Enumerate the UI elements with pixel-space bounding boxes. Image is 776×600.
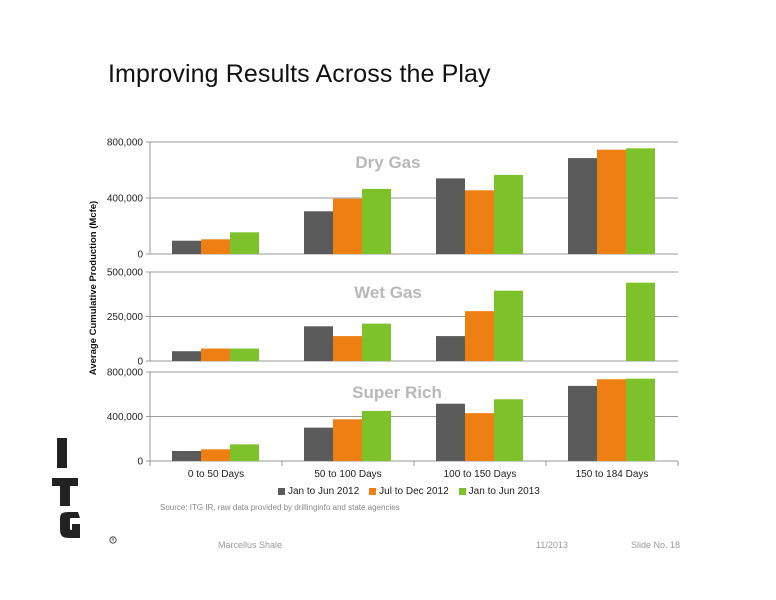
x-tick-label-100-to-150-days: 100 to 150 Days xyxy=(444,469,517,480)
wet-gas-tick-label: 250,000 xyxy=(107,312,144,323)
wet-gas-bar-jul-to-dec-2012-100-to-150-days xyxy=(465,311,494,361)
y-axis-label: Average Cumulative Production (Mcfe) xyxy=(88,201,99,375)
x-tick-label-150-to-184-days: 150 to 184 Days xyxy=(576,469,649,480)
super-rich-bar-jul-to-dec-2012-100-to-150-days xyxy=(465,413,494,461)
super-rich-bar-jul-to-dec-2012-0-to-50-days xyxy=(201,449,230,461)
wet-gas-bar-jan-to-jun-2013-0-to-50-days xyxy=(230,348,259,361)
super-rich-bar-jan-to-jun-2012-100-to-150-days xyxy=(436,403,465,461)
source-note: Source: ITG IR, raw data provided by dri… xyxy=(160,503,400,512)
dry-gas-bar-jul-to-dec-2012-150-to-184-days xyxy=(597,149,626,254)
dry-gas-bar-jan-to-jun-2013-100-to-150-days xyxy=(494,174,523,254)
wet-gas-bar-jan-to-jun-2013-50-to-100-days xyxy=(362,323,391,361)
wet-gas-bar-jan-to-jun-2013-100-to-150-days xyxy=(494,290,523,361)
super-rich-bar-jan-to-jun-2012-0-to-50-days xyxy=(172,450,201,461)
dry-gas-bar-jul-to-dec-2012-100-to-150-days xyxy=(465,190,494,254)
svg-text:R: R xyxy=(111,538,114,543)
legend-label-jul-dec-2012: Jul to Dec 2012 xyxy=(379,486,449,497)
super-rich-bar-jul-to-dec-2012-50-to-100-days xyxy=(333,419,362,461)
super-rich-bar-jan-to-jun-2013-150-to-184-days xyxy=(626,378,655,461)
wet-gas-bar-jan-to-jun-2012-100-to-150-days xyxy=(436,336,465,361)
dry-gas-bar-jan-to-jun-2012-100-to-150-days xyxy=(436,178,465,254)
super-rich-tick-label: 0 xyxy=(137,457,143,468)
legend-item-jan-jun-2013: Jan to Jun 2013 xyxy=(458,486,540,497)
super-rich-bar-jan-to-jun-2013-0-to-50-days xyxy=(230,444,259,461)
dry-gas-bar-jan-to-jun-2012-150-to-184-days xyxy=(568,158,597,254)
wet-gas-tick-label: 500,000 xyxy=(107,268,144,279)
dry-gas-tick-label: 800,000 xyxy=(107,138,144,149)
super-rich-bar-jan-to-jun-2013-100-to-150-days xyxy=(494,399,523,461)
legend-swatch-jan-jun-2013 xyxy=(458,488,466,495)
dry-gas-bar-jan-to-jun-2013-50-to-100-days xyxy=(362,188,391,254)
chart-legend: Jan to Jun 2012 Jul to Dec 2012 Jan to J… xyxy=(278,486,540,497)
super-rich-bar-jul-to-dec-2012-150-to-184-days xyxy=(597,379,626,461)
super-rich-bar-jan-to-jun-2012-50-to-100-days xyxy=(304,427,333,461)
super-rich-tick-label: 400,000 xyxy=(107,412,144,423)
legend-item-jul-dec-2012: Jul to Dec 2012 xyxy=(369,486,449,497)
wet-gas-bar-jan-to-jun-2012-0-to-50-days xyxy=(172,351,201,361)
dry-gas-bar-jul-to-dec-2012-50-to-100-days xyxy=(333,198,362,254)
dry-gas-bar-jul-to-dec-2012-0-to-50-days xyxy=(201,239,230,254)
legend-swatch-jan-jun-2012 xyxy=(278,488,285,495)
legend-item-jan-jun-2012: Jan to Jun 2012 xyxy=(278,486,359,497)
dry-gas-bar-jan-to-jun-2012-50-to-100-days xyxy=(304,211,333,254)
dry-gas-tick-label: 400,000 xyxy=(107,194,144,205)
slide-title: Improving Results Across the Play xyxy=(108,60,491,88)
super-rich-bar-jan-to-jun-2013-50-to-100-days xyxy=(362,410,391,461)
dry-gas-panel-title: Dry Gas xyxy=(355,153,420,172)
itg-logo: R xyxy=(52,438,117,544)
wet-gas-panel-title: Wet Gas xyxy=(354,283,422,302)
legend-swatch-jul-dec-2012 xyxy=(369,488,377,495)
legend-label-jan-jun-2012: Jan to Jun 2012 xyxy=(288,486,360,497)
super-rich-bar-jan-to-jun-2012-150-to-184-days xyxy=(568,385,597,461)
dry-gas-bar-jan-to-jun-2013-0-to-50-days xyxy=(230,232,259,254)
legend-label-jan-jun-2013: Jan to Jun 2013 xyxy=(468,486,540,497)
wet-gas-bar-jul-to-dec-2012-50-to-100-days xyxy=(333,336,362,361)
super-rich-tick-label: 800,000 xyxy=(107,368,144,379)
wet-gas-bar-jan-to-jun-2013-150-to-184-days xyxy=(626,282,655,361)
x-tick-label-50-to-100-days: 50 to 100 Days xyxy=(314,469,381,480)
wet-gas-bar-jul-to-dec-2012-0-to-50-days xyxy=(201,348,230,361)
dry-gas-bar-jan-to-jun-2013-150-to-184-days xyxy=(626,148,655,254)
x-tick-label-0-to-50-days: 0 to 50 Days xyxy=(188,469,244,480)
super-rich-panel-title: Super Rich xyxy=(352,383,442,402)
footer-left: Marcellus Shale xyxy=(218,540,283,550)
footer-date: 11/2013 xyxy=(536,540,568,550)
wet-gas-tick-label: 0 xyxy=(137,357,143,368)
footer-slide-number: Slide No. 18 xyxy=(631,540,681,550)
wet-gas-bar-jan-to-jun-2012-50-to-100-days xyxy=(304,326,333,361)
dry-gas-tick-label: 0 xyxy=(137,250,143,261)
dry-gas-bar-jan-to-jun-2012-0-to-50-days xyxy=(172,240,201,254)
